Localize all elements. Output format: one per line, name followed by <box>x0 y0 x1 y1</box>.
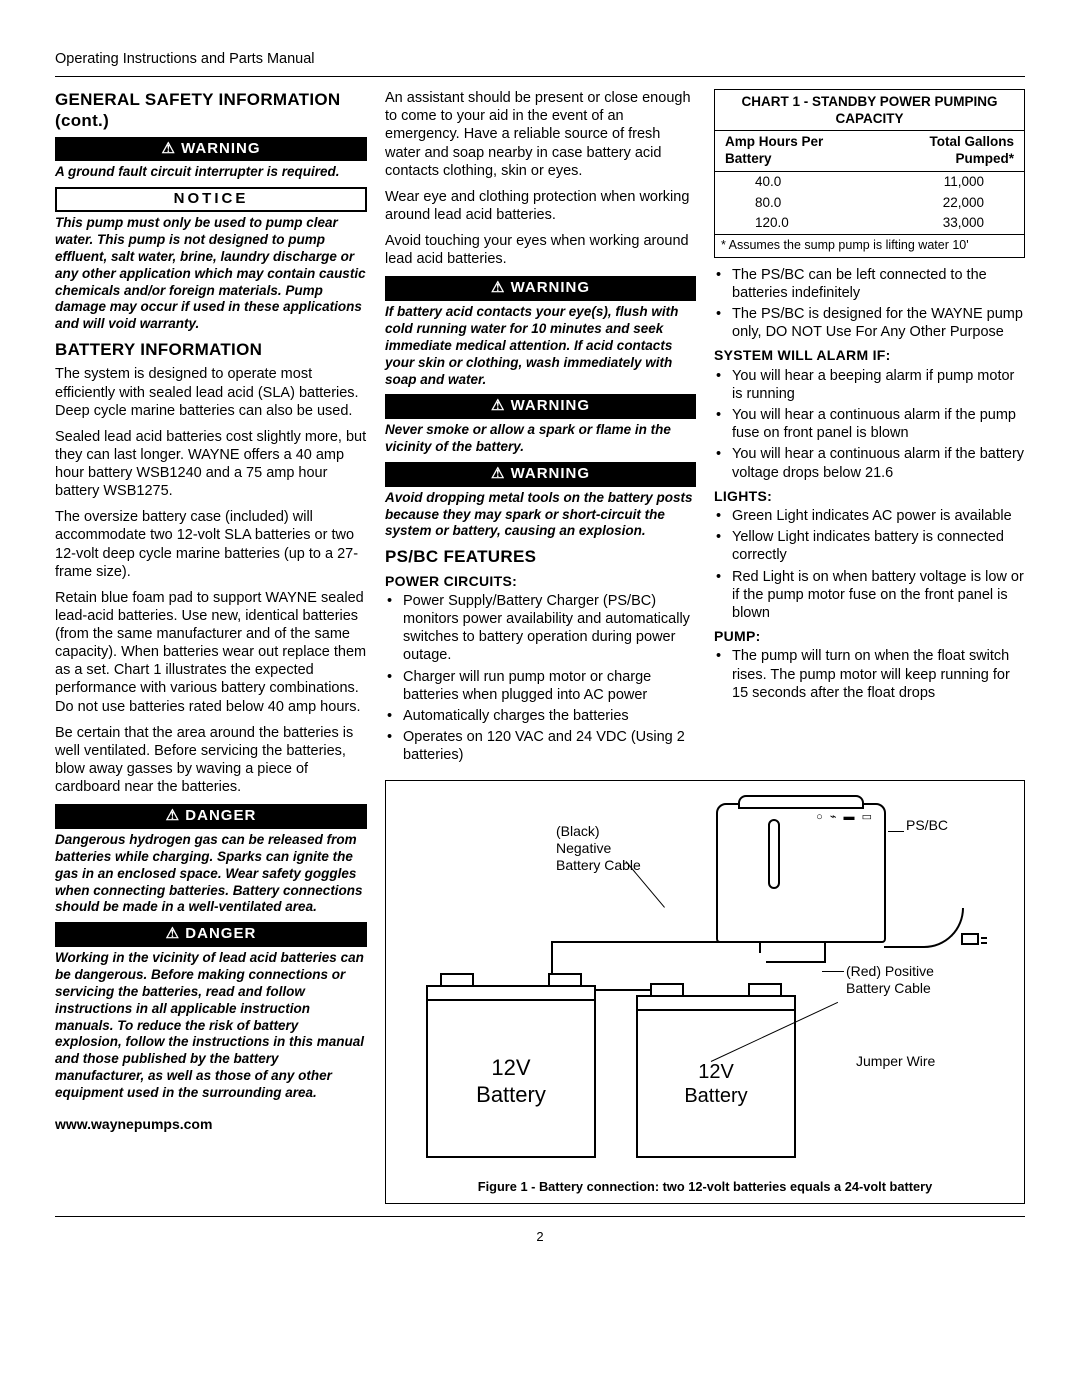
battery-2-icon: 12V Battery <box>636 1003 796 1158</box>
banner-warning: WARNING <box>55 137 367 162</box>
subhead-alarm: SYSTEM WILL ALARM IF: <box>714 347 1025 365</box>
para-assistant: An assistant should be present or close … <box>385 89 696 180</box>
battery-1-icon: 12V Battery <box>426 993 596 1158</box>
psbc-unit-icon: ○ ⌁ ▬ ▭ <box>716 803 886 943</box>
figure-1: ○ ⌁ ▬ ▭ 12V Battery 12V Battery <box>385 780 1025 1204</box>
banner-warning-2c: WARNING <box>385 462 696 487</box>
rule-top <box>55 76 1025 77</box>
subhead-lights: LIGHTS: <box>714 488 1025 506</box>
chart-footnote: * Assumes the sump pump is lifting water… <box>715 234 1024 257</box>
list-lights: Green Light indicates AC power is availa… <box>714 507 1025 622</box>
columns-2-3-wrap: An assistant should be present or close … <box>385 89 1025 1204</box>
para-eyeclothing: Wear eye and clothing protection when wo… <box>385 188 696 224</box>
danger-hydrogen: Dangerous hydrogen gas can be released f… <box>55 832 367 916</box>
list-item: Yellow Light indicates battery is connec… <box>728 528 1025 564</box>
banner-warning-2b: WARNING <box>385 394 696 419</box>
para-cost: Sealed lead acid batteries cost slightly… <box>55 428 367 501</box>
subhead-power-circuits: POWER CIRCUITS: <box>385 573 696 591</box>
callout-psbc: PS/BC <box>906 817 948 834</box>
table-row: 120.033,000 <box>715 213 1024 234</box>
banner-notice: NOTICE <box>55 187 367 212</box>
list-item: Charger will run pump motor or charge ba… <box>399 668 696 704</box>
para-case: The oversize battery case (included) wil… <box>55 508 367 581</box>
warn-gfci: A ground fault circuit interrupter is re… <box>55 164 367 181</box>
para-vent: Be certain that the area around the batt… <box>55 724 367 797</box>
title-general-safety: GENERAL SAFETY INFORMATION (cont.) <box>55 89 367 132</box>
title-battery-info: BATTERY INFORMATION <box>55 339 367 360</box>
warn-smoke: Never smoke or allow a spark or flame in… <box>385 422 696 456</box>
plug-icon <box>961 933 979 945</box>
para-avoideyes: Avoid touching your eyes when working ar… <box>385 232 696 268</box>
banner-danger-2: DANGER <box>55 922 367 947</box>
title-psbc-features: PS/BC FEATURES <box>385 546 696 567</box>
power-cord-icon <box>884 908 964 948</box>
table-row: 80.022,000 <box>715 193 1024 214</box>
list-item: Operates on 120 VAC and 24 VDC (Using 2 … <box>399 728 696 764</box>
list-item: You will hear a continuous alarm if the … <box>728 445 1025 481</box>
list-item: The PS/BC can be left connected to the b… <box>728 266 1025 302</box>
list-pump: The pump will turn on when the float swi… <box>714 647 1025 701</box>
warn-tools: Avoid dropping metal tools on the batter… <box>385 490 696 541</box>
chart-header-1: Amp Hours Per Battery <box>715 131 870 171</box>
chart-table: Amp Hours Per Battery Total Gallons Pump… <box>715 131 1024 234</box>
list-item: Automatically charges the batteries <box>399 707 696 725</box>
page-header: Operating Instructions and Parts Manual <box>55 50 1025 68</box>
para-sla: The system is designed to operate most e… <box>55 365 367 419</box>
list-item: The PS/BC is designed for the WAYNE pump… <box>728 305 1025 341</box>
list-alarm: You will hear a beeping alarm if pump mo… <box>714 367 1025 482</box>
para-foam: Retain blue foam pad to support WAYNE se… <box>55 589 367 716</box>
list-item: Power Supply/Battery Charger (PS/BC) mon… <box>399 592 696 665</box>
callout-jumper: Jumper Wire <box>856 1053 935 1070</box>
content-columns: GENERAL SAFETY INFORMATION (cont.) WARNI… <box>55 89 1025 1204</box>
warn-acid-eyes: If battery acid contacts your eye(s), fl… <box>385 304 696 388</box>
list-after-chart: The PS/BC can be left connected to the b… <box>714 266 1025 342</box>
battery-label: 12V Battery <box>428 1055 594 1108</box>
battery-label: 12V Battery <box>638 1060 794 1108</box>
chart-title: CHART 1 - STANDBY POWER PUMPING CAPACITY <box>715 90 1024 131</box>
column-1: GENERAL SAFETY INFORMATION (cont.) WARNI… <box>55 89 367 1204</box>
subhead-pump: PUMP: <box>714 628 1025 646</box>
table-row: 40.011,000 <box>715 171 1024 192</box>
chart-1: CHART 1 - STANDBY POWER PUMPING CAPACITY… <box>714 89 1025 258</box>
notice-clearwater: This pump must only be used to pump clea… <box>55 215 367 333</box>
banner-danger-1: DANGER <box>55 804 367 829</box>
rule-bottom <box>55 1216 1025 1217</box>
footer-url: www.waynepumps.com <box>55 1116 367 1134</box>
column-3: CHART 1 - STANDBY POWER PUMPING CAPACITY… <box>714 89 1025 770</box>
list-item: Red Light is on when battery voltage is … <box>728 568 1025 622</box>
list-item: Green Light indicates AC power is availa… <box>728 507 1025 525</box>
list-item: You will hear a beeping alarm if pump mo… <box>728 367 1025 403</box>
list-item: You will hear a continuous alarm if the … <box>728 406 1025 442</box>
list-power-circuits: Power Supply/Battery Charger (PS/BC) mon… <box>385 592 696 764</box>
chart-header-2: Total Gallons Pumped* <box>870 131 1024 171</box>
danger-leadacid: Working in the vicinity of lead acid bat… <box>55 950 367 1102</box>
column-2: An assistant should be present or close … <box>385 89 696 770</box>
figure-caption: Figure 1 - Battery connection: two 12-vo… <box>406 1179 1004 1195</box>
list-item: The pump will turn on when the float swi… <box>728 647 1025 701</box>
callout-positive: (Red) Positive Battery Cable <box>846 963 934 997</box>
banner-warning-2a: WARNING <box>385 276 696 301</box>
page-number: 2 <box>55 1229 1025 1245</box>
